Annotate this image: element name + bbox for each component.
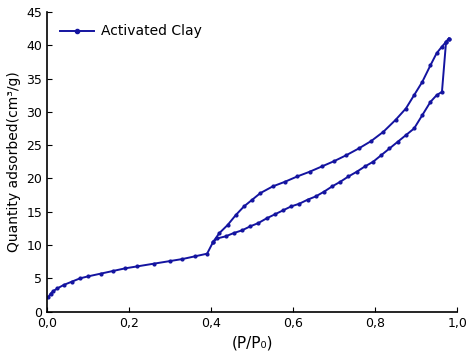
- Activated Clay: [69, 280, 75, 284]
- Activated Clay: [403, 106, 409, 111]
- Activated Clay: [393, 118, 399, 122]
- Activated Clay: [151, 262, 156, 266]
- Activated Clay: [61, 283, 66, 287]
- Activated Clay: [356, 146, 362, 151]
- Activated Clay: [241, 204, 247, 208]
- Activated Clay: [307, 170, 312, 174]
- Activated Clay: [167, 259, 173, 263]
- X-axis label: (P/P₀): (P/P₀): [231, 335, 273, 350]
- Activated Clay: [135, 264, 140, 268]
- Activated Clay: [51, 289, 56, 293]
- Activated Clay: [46, 295, 51, 299]
- Activated Clay: [55, 286, 60, 291]
- Activated Clay: [192, 254, 198, 258]
- Activated Clay: [257, 191, 263, 195]
- Activated Clay: [331, 159, 337, 163]
- Activated Clay: [434, 51, 439, 55]
- Activated Clay: [446, 36, 452, 41]
- Activated Clay: [294, 174, 300, 178]
- Activated Clay: [282, 180, 288, 184]
- Activated Clay: [344, 153, 349, 157]
- Legend: Activated Clay: Activated Clay: [54, 19, 208, 44]
- Activated Clay: [381, 130, 386, 134]
- Activated Clay: [225, 223, 230, 227]
- Activated Clay: [249, 198, 255, 202]
- Activated Clay: [98, 272, 103, 276]
- Activated Clay: [428, 63, 433, 67]
- Activated Clay: [217, 231, 222, 235]
- Activated Clay: [180, 257, 185, 261]
- Activated Clay: [439, 44, 445, 49]
- Activated Clay: [411, 93, 417, 97]
- Activated Clay: [77, 276, 83, 281]
- Activated Clay: [110, 269, 116, 273]
- Activated Clay: [270, 184, 275, 188]
- Activated Clay: [419, 80, 425, 84]
- Activated Clay: [48, 292, 54, 296]
- Activated Clay: [122, 266, 128, 271]
- Line: Activated Clay: Activated Clay: [46, 36, 452, 300]
- Activated Clay: [443, 40, 449, 44]
- Activated Clay: [85, 274, 91, 278]
- Activated Clay: [210, 240, 216, 244]
- Activated Clay: [233, 213, 238, 217]
- Activated Clay: [319, 164, 325, 169]
- Y-axis label: Quantity adsorbed(cm³/g): Quantity adsorbed(cm³/g): [7, 71, 21, 252]
- Activated Clay: [368, 139, 374, 143]
- Activated Clay: [204, 252, 210, 256]
